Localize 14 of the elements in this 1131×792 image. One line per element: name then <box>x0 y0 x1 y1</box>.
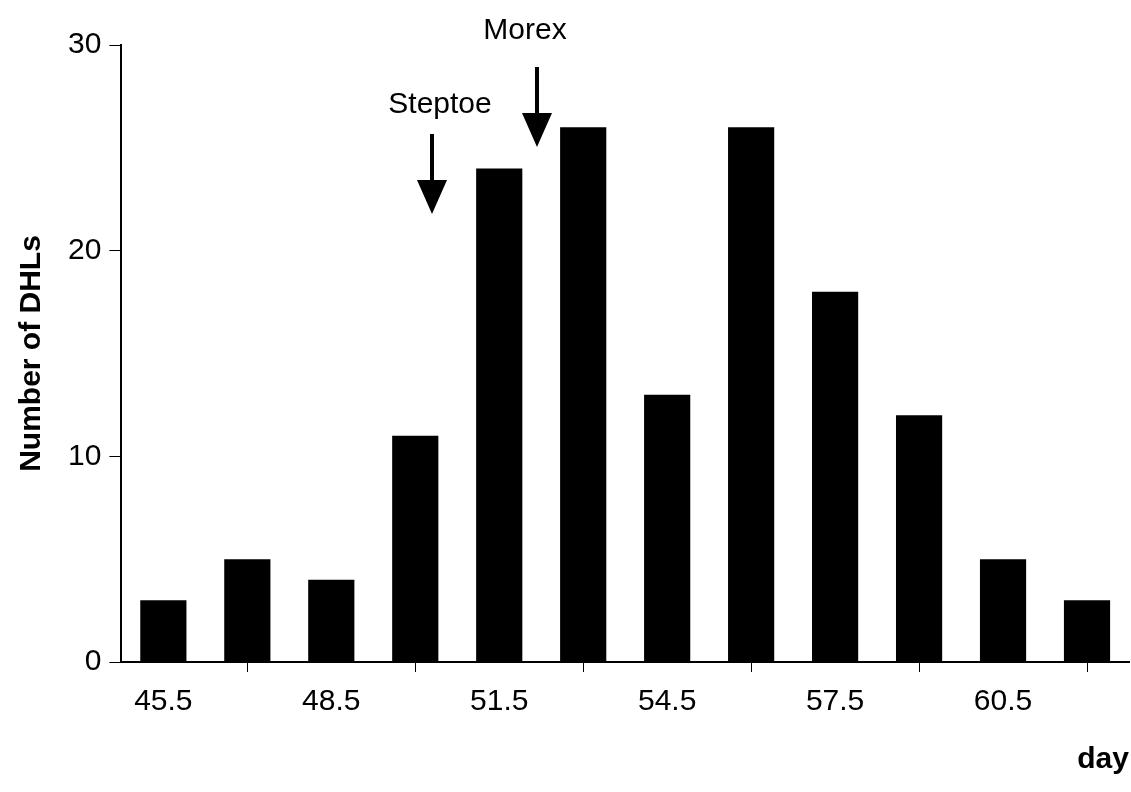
y-tick-label: 30 <box>67 26 102 60</box>
y-tick-label: 0 <box>84 643 102 677</box>
x-axis-title: day <box>1077 741 1130 775</box>
y-tick-label: 20 <box>67 231 102 265</box>
x-tick-label: 51.5 <box>470 683 529 717</box>
x-tick-label: 45.5 <box>134 683 193 717</box>
x-tick-label: 57.5 <box>805 683 865 717</box>
y-axis-title: Number of DHLs <box>13 235 47 472</box>
y-tick-label: 10 <box>67 437 102 471</box>
x-tick-label: 60.5 <box>973 683 1033 717</box>
x-tick-label: 48.5 <box>302 683 361 717</box>
x-tick-label: 54.5 <box>637 683 697 717</box>
text: Morex <box>483 12 567 46</box>
annotation: Steptoe <box>388 86 492 120</box>
